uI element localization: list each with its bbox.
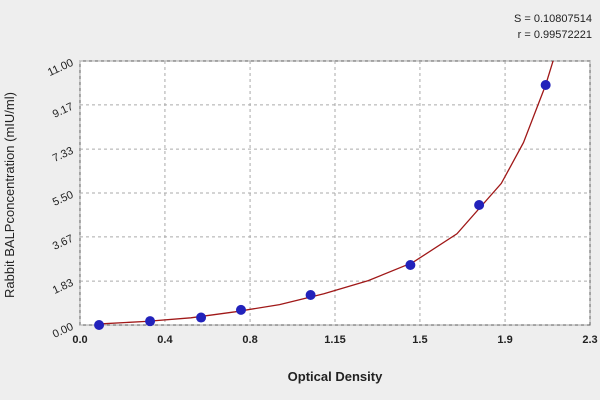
x-tick-label: 1.15 — [324, 334, 345, 346]
data-point — [474, 200, 485, 210]
x-tick-label: 0.4 — [157, 334, 173, 346]
x-tick-label: 2.3 — [582, 334, 597, 346]
x-tick-label: 0.8 — [242, 334, 257, 346]
stat-s: S = 0.10807514 — [514, 13, 592, 25]
data-point — [540, 80, 551, 90]
data-point — [405, 260, 416, 270]
data-point — [145, 316, 156, 327]
data-point — [196, 312, 207, 323]
data-point — [305, 290, 316, 300]
x-tick-label: 1.5 — [412, 334, 427, 346]
stat-r: r = 0.99572221 — [518, 29, 592, 41]
fit-curve — [102, 61, 554, 325]
x-axis-label: Optical Density — [288, 369, 383, 384]
data-point — [235, 304, 246, 315]
x-tick-label: 1.9 — [497, 334, 512, 346]
x-tick-label: 0.0 — [72, 334, 87, 346]
data-point — [94, 320, 105, 330]
y-axis-label: Rabbit BALPconcentration (mIU/ml) — [2, 92, 17, 298]
